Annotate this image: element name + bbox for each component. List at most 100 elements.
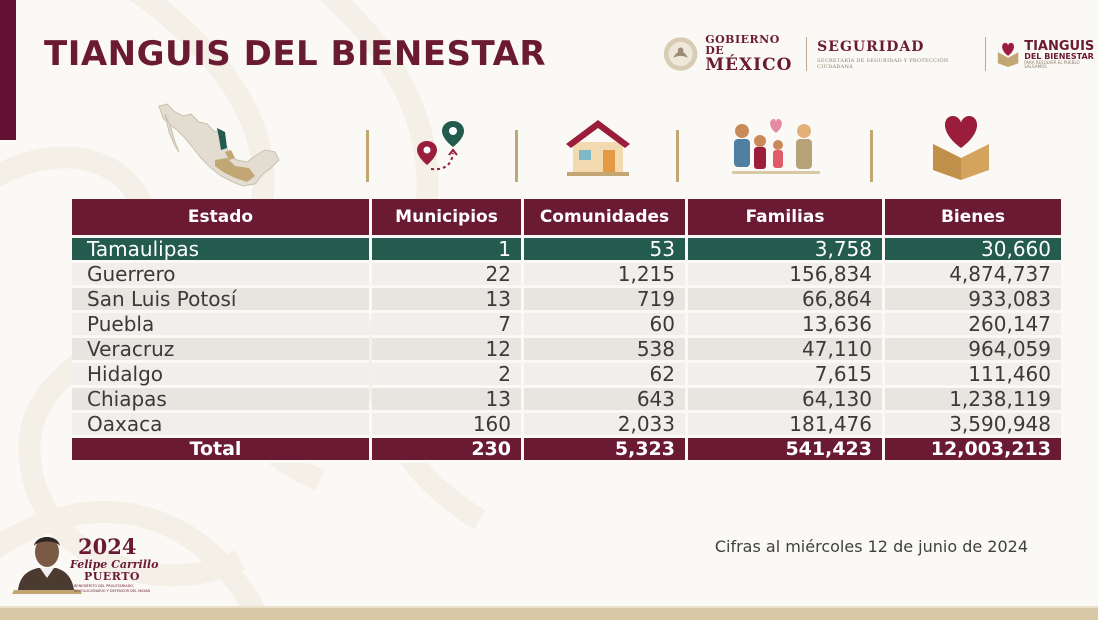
seguridad-subtitle: SECRETARÍA DE SEGURIDAD Y PROTECCIÓN CIU… [817, 57, 949, 70]
seguridad-logo: SEGURIDAD SECRETARÍA DE SEGURIDAD Y PROT… [817, 39, 975, 70]
cell-estado: Hidalgo [72, 363, 369, 388]
table-total-row: Total 230 5,323 541,423 12,003,213 [72, 438, 1061, 463]
house-icon [566, 120, 630, 176]
cell-familias: 13,636 [688, 313, 882, 338]
cell-comunidades: 60 [524, 313, 685, 338]
table-row: Tamaulipas 1 53 3,758 30,660 [72, 238, 1061, 263]
icon-divider [515, 130, 518, 182]
eagle-seal-icon [663, 37, 698, 71]
cell-bienes: 3,590,948 [885, 413, 1061, 438]
family-icon [731, 119, 820, 174]
page-title: TIANGUIS DEL BIENESTAR [44, 34, 547, 74]
cell-municipios: 13 [372, 288, 521, 313]
header-bienes: Bienes [885, 199, 1061, 238]
gobierno-mexico-logo: GOBIERNO DE MÉXICO [662, 32, 796, 75]
cell-estado: Oaxaca [72, 413, 369, 438]
cell-comunidades: 719 [524, 288, 685, 313]
header-municipios: Municipios [372, 199, 521, 238]
cell-municipios: 160 [372, 413, 521, 438]
header-familias: Familias [688, 199, 882, 238]
icon-divider [676, 130, 679, 182]
table-row: Veracruz 12 538 47,110 964,059 [72, 338, 1061, 363]
cell-municipios: 7 [372, 313, 521, 338]
cell-municipios: 13 [372, 388, 521, 413]
house-icon-cell [518, 100, 678, 194]
logo-divider [985, 37, 987, 71]
cell-bienes: 30,660 [885, 238, 1061, 263]
map-icon-cell [72, 100, 368, 194]
cell-familias: 47,110 [688, 338, 882, 363]
header-estado: Estado [72, 199, 369, 238]
bottom-accent-bar [0, 608, 1098, 620]
table-row: Guerrero 22 1,215 156,834 4,874,737 [72, 263, 1061, 288]
cell-bienes: 260,147 [885, 313, 1061, 338]
summary-table: Estado Municipios Comunidades Familias B… [69, 199, 1064, 463]
cell-municipios: 22 [372, 263, 521, 288]
cell-municipios: 1 [372, 238, 521, 263]
mexico-map-icon [158, 103, 280, 187]
cell-estado: San Luis Potosí [72, 288, 369, 313]
cell-bienes: 1,238,119 [885, 388, 1061, 413]
heart-box-icon [933, 116, 989, 180]
cell-comunidades: 53 [524, 238, 685, 263]
cell-bienes: 933,083 [885, 288, 1061, 313]
cell-estado: Puebla [72, 313, 369, 338]
header-logos: GOBIERNO DE MÉXICO SEGURIDAD SECRETARÍA … [662, 32, 1098, 76]
tianguis-logo: TIANGUIS DEL BIENESTAR PARA RESOLVER EL … [996, 40, 1098, 69]
heart-box-icon-cell [873, 100, 1049, 194]
cell-municipios: 2 [372, 363, 521, 388]
fcp-name-line2: PUERTO [84, 570, 140, 583]
cell-comunidades: 538 [524, 338, 685, 363]
fcp-name-line1: Felipe Carrillo [70, 558, 159, 571]
table-row: Chiapas 13 643 64,130 1,238,119 [72, 388, 1061, 413]
portrait-icon [12, 537, 82, 594]
cell-comunidades: 2,033 [524, 413, 685, 438]
cell-estado: Veracruz [72, 338, 369, 363]
gobierno-line2: MÉXICO [705, 54, 793, 75]
cell-familias: 7,615 [688, 363, 882, 388]
tianguis-subtitle: PARA RESOLVER EL PUEBLO SALGAMOS [1024, 59, 1080, 69]
fcp-year: 2024 [78, 534, 137, 559]
cell-total-familias: 541,423 [688, 438, 882, 463]
cell-familias: 3,758 [688, 238, 882, 263]
icon-divider [366, 130, 369, 182]
cell-comunidades: 643 [524, 388, 685, 413]
family-icon-cell [679, 100, 872, 194]
fcp-small-text: BENEMÉRITO DEL PROLETARIADO, REVOLUCIONA… [74, 584, 150, 593]
bottom-accent-line [0, 606, 1098, 608]
icon-divider [870, 130, 873, 182]
cell-bienes: 4,874,737 [885, 263, 1061, 288]
table-header-row: Estado Municipios Comunidades Familias B… [72, 199, 1061, 238]
left-accent-bar [0, 0, 16, 140]
table-row: San Luis Potosí 13 719 66,864 933,083 [72, 288, 1061, 313]
cell-estado: Guerrero [72, 263, 369, 288]
seguridad-title: SEGURIDAD [817, 38, 925, 55]
route-icon-cell [369, 100, 516, 194]
table-row: Hidalgo 2 62 7,615 111,460 [72, 363, 1061, 388]
tianguis-line1: TIANGUIS [1024, 38, 1095, 54]
header-comunidades: Comunidades [524, 199, 685, 238]
cell-estado: Chiapas [72, 388, 369, 413]
logo-divider [806, 37, 808, 71]
cell-familias: 181,476 [688, 413, 882, 438]
cell-comunidades: 1,215 [524, 263, 685, 288]
route-pins-icon [416, 121, 464, 171]
cell-total-label: Total [72, 438, 369, 463]
tianguis-line2: DEL BIENESTAR [1024, 51, 1094, 61]
table-row: Oaxaca 160 2,033 181,476 3,590,948 [72, 413, 1061, 438]
cell-familias: 64,130 [688, 388, 882, 413]
table-row: Puebla 7 60 13,636 260,147 [72, 313, 1061, 338]
cell-total-bienes: 12,003,213 [885, 438, 1061, 463]
column-icons-row [72, 100, 1049, 194]
cell-familias: 66,864 [688, 288, 882, 313]
cell-familias: 156,834 [688, 263, 882, 288]
gobierno-line1: GOBIERNO DE [705, 32, 780, 58]
cell-comunidades: 62 [524, 363, 685, 388]
heart-box-logo-icon [997, 42, 1019, 68]
cell-municipios: 12 [372, 338, 521, 363]
cell-estado: Tamaulipas [72, 238, 369, 263]
data-date-note: Cifras al miércoles 12 de junio de 2024 [714, 537, 1028, 556]
cell-total-municipios: 230 [372, 438, 521, 463]
cell-bienes: 111,460 [885, 363, 1061, 388]
cell-total-comunidades: 5,323 [524, 438, 685, 463]
